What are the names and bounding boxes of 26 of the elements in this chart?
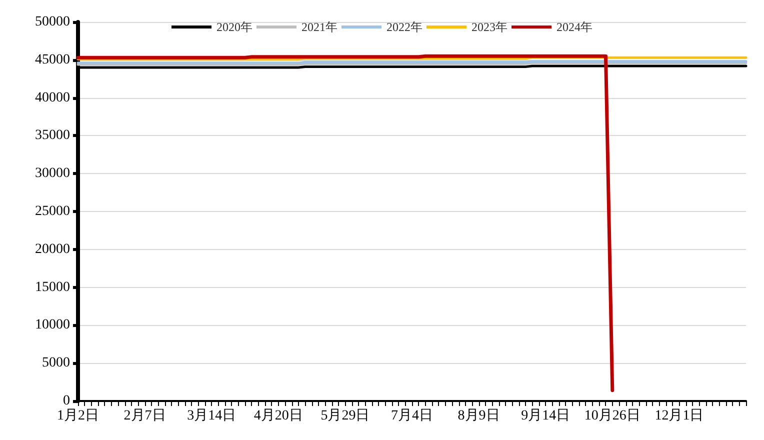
x-tick-label: 3月14日: [187, 408, 236, 424]
x-tick-label: 12月1日: [654, 408, 704, 424]
x-tick-label: 4月20日: [254, 408, 303, 424]
legend-label: 2021年: [302, 20, 338, 34]
x-tick-label: 8月9日: [458, 408, 500, 424]
y-tick-label: 5000: [42, 356, 70, 371]
x-tick-label: 9月14日: [521, 408, 570, 424]
y-tick-label: 15000: [35, 280, 70, 295]
x-tick-label: 1月2日: [57, 408, 99, 424]
y-tick-label: 30000: [35, 166, 70, 182]
x-tick-label: 2月7日: [124, 408, 166, 424]
x-tick-label: 5月29日: [320, 408, 370, 424]
legend-label: 2023年: [472, 20, 508, 34]
y-tick-label: 20000: [35, 242, 70, 257]
y-tick-label: 25000: [35, 204, 70, 219]
y-tick-label: 50000: [35, 14, 70, 30]
y-tick-label: 40000: [35, 90, 70, 106]
x-tick-label: 10月26日: [584, 408, 640, 424]
y-tick-label: 10000: [35, 318, 70, 333]
legend-label: 2024年: [556, 20, 592, 34]
x-tick-label: 7月4日: [391, 408, 433, 424]
y-tick-label: 0: [63, 394, 70, 408]
legend-label: 2020年: [216, 20, 252, 34]
legend-label: 2022年: [386, 20, 422, 34]
y-tick-label: 45000: [35, 52, 70, 68]
y-tick-label: 35000: [35, 128, 70, 144]
